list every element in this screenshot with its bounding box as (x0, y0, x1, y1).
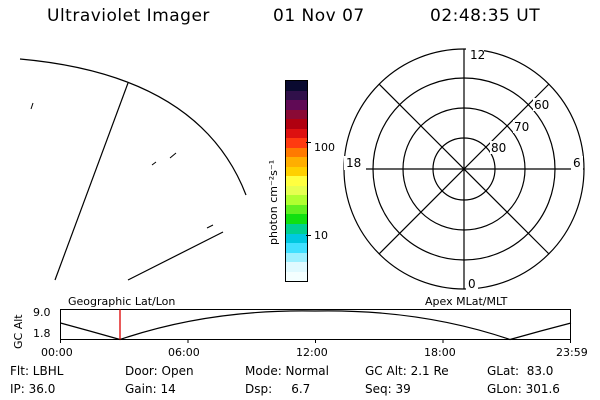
colorbar-tick (306, 142, 311, 143)
gain-info: Gain: 14 (125, 382, 176, 396)
color-scale-bar (285, 80, 308, 282)
x-tick-0600: 06:00 (168, 346, 200, 359)
app-title: Ultraviolet Imager (47, 6, 210, 26)
meridian-line (54, 82, 129, 281)
x-tick-2359: 23:59 (556, 346, 588, 359)
colorbar-unit-label: photon cm⁻²s⁻¹ (267, 159, 280, 245)
colorbar-tick-100: 100 (314, 141, 335, 154)
door-info: Door: Open (125, 364, 194, 378)
colorbar-tick (306, 235, 311, 236)
color-band-15 (286, 223, 307, 234)
color-band-9 (286, 166, 307, 177)
color-band-6 (286, 138, 307, 148)
y-tick-9: 9.0 (33, 306, 51, 319)
color-band-12 (286, 195, 307, 205)
seq-info: Seq: 39 (365, 382, 411, 396)
coast-fragment (206, 224, 214, 229)
color-band-19 (286, 262, 307, 272)
color-band-8 (286, 157, 307, 167)
color-band-2 (286, 100, 307, 110)
coast-fragment (151, 161, 157, 166)
color-band-5 (286, 128, 307, 139)
mlt-label-6: 6 (573, 156, 581, 170)
coast-fragment (30, 102, 34, 110)
mlt-label-12: 12 (470, 48, 485, 62)
apex-label: Apex MLat/MLT (425, 295, 508, 308)
polar-mlt-plot: 12 18 6 0 60 70 80 (343, 48, 585, 291)
colorbar-tick-10: 10 (314, 229, 328, 242)
limb-arc (19, 58, 247, 196)
color-band-7 (286, 147, 307, 158)
color-band-4 (286, 119, 307, 129)
color-band-17 (286, 243, 307, 253)
color-band-11 (286, 185, 307, 196)
color-band-14 (286, 214, 307, 224)
parallel-line (127, 231, 224, 281)
lat-label-80: 80 (491, 141, 506, 155)
filter-info: Flt: LBHL (10, 364, 64, 378)
y-tick-1_8: 1.8 (33, 327, 51, 340)
lat-label-70: 70 (514, 120, 529, 134)
geographic-label: Geographic Lat/Lon (68, 295, 176, 308)
glat-info: GLat: 83.0 (487, 364, 554, 378)
color-band-1 (286, 90, 307, 101)
dsp-info: Dsp: 6.7 (245, 382, 311, 396)
meridian-diag (378, 83, 550, 255)
coast-fragment (169, 152, 177, 159)
altitude-timeline-plot (60, 309, 572, 343)
mlt-label-18: 18 (346, 156, 361, 170)
gc-alt-info: GC Alt: 2.1 Re (365, 364, 449, 378)
time-label: 02:48:35 UT (430, 6, 541, 26)
altitude-curve (60, 310, 572, 341)
color-band-10 (286, 176, 307, 186)
gc-alt-axis-title: GC Alt (12, 314, 25, 349)
color-band-20 (286, 271, 307, 282)
ip-info: IP: 36.0 (10, 382, 56, 396)
glon-info: GLon: 301.6 (487, 382, 560, 396)
mode-info: Mode: Normal (245, 364, 329, 378)
geographic-map-plot (19, 58, 247, 281)
x-tick-1800: 18:00 (424, 346, 456, 359)
mlt-label-0: 0 (468, 277, 476, 291)
color-band-3 (286, 109, 307, 120)
lat-label-60: 60 (534, 98, 549, 112)
color-band-18 (286, 252, 307, 263)
date-label: 01 Nov 07 (273, 6, 365, 26)
x-tick-0000: 00:00 (41, 346, 73, 359)
color-band-16 (286, 233, 307, 244)
color-band-0 (286, 81, 307, 91)
x-tick-1200: 12:00 (296, 346, 328, 359)
color-band-13 (286, 204, 307, 215)
